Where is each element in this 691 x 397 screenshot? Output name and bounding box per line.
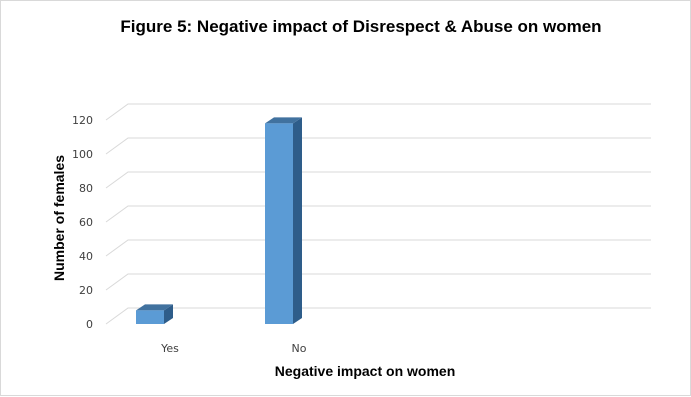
gridline bbox=[105, 273, 651, 291]
bar bbox=[136, 310, 164, 324]
bar-top bbox=[265, 117, 302, 124]
gridline bbox=[105, 171, 651, 189]
gridline bbox=[105, 239, 651, 257]
bar bbox=[265, 123, 293, 325]
y-tick-label: 100 bbox=[72, 148, 93, 161]
bar-top bbox=[136, 304, 173, 311]
y-tick-label: 20 bbox=[79, 284, 93, 297]
bar-side bbox=[293, 117, 302, 325]
gridline bbox=[105, 307, 651, 325]
gridline bbox=[105, 205, 651, 223]
y-tick-label: 80 bbox=[79, 182, 93, 195]
gridline bbox=[105, 137, 651, 155]
bar-side bbox=[164, 304, 173, 324]
y-tick-label: 120 bbox=[72, 114, 93, 127]
y-tick-label: 60 bbox=[79, 216, 93, 229]
chart-title: Figure 5: Negative impact of Disrespect … bbox=[120, 17, 602, 36]
x-axis-label: Negative impact on women bbox=[274, 363, 456, 379]
y-tick-label: 0 bbox=[86, 318, 93, 331]
x-tick-label: No bbox=[292, 342, 307, 355]
x-tick-label: Yes bbox=[160, 342, 179, 355]
gridline bbox=[105, 103, 651, 121]
y-tick-label: 40 bbox=[79, 250, 93, 263]
